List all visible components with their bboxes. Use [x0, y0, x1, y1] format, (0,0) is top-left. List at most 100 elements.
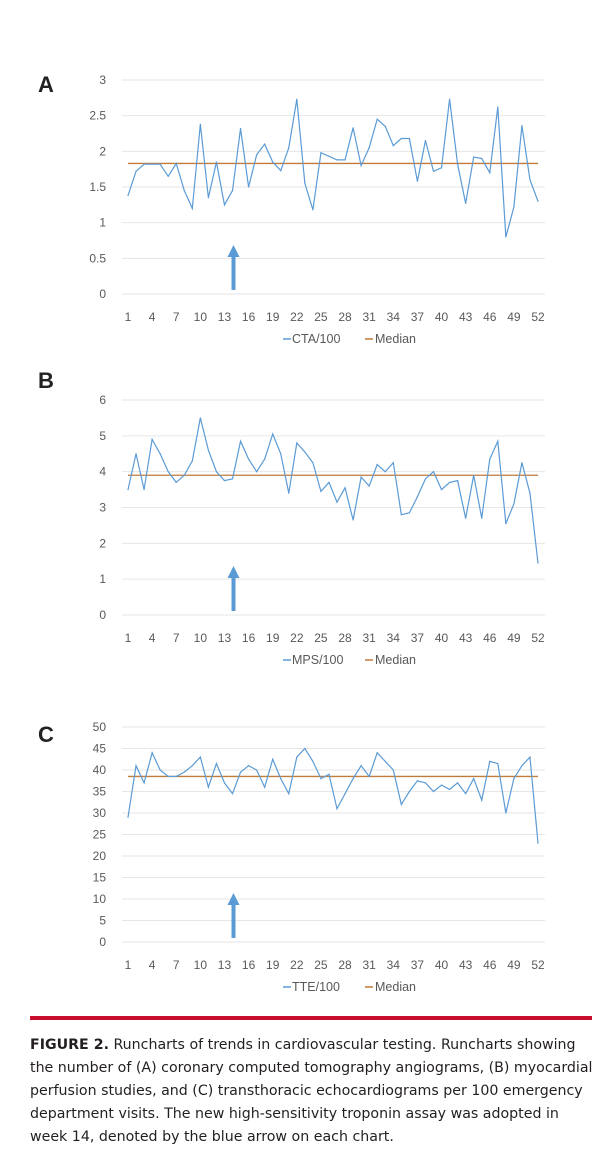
y-tick-label: 40 [93, 763, 107, 777]
caption-text: Runcharts of trends in cardiovascular te… [30, 1037, 593, 1145]
data-point [167, 175, 169, 177]
data-point [312, 209, 314, 211]
data-point [352, 778, 354, 780]
data-point [312, 760, 314, 763]
x-tick-label: 16 [242, 310, 256, 324]
data-point [175, 775, 177, 778]
y-tick-label: 50 [93, 720, 107, 734]
data-point [505, 812, 507, 814]
x-tick-label: 34 [387, 958, 401, 972]
x-tick-label: 43 [459, 631, 473, 645]
data-point [151, 163, 153, 165]
y-tick-label: 0 [99, 287, 106, 301]
data-point [247, 458, 250, 460]
data-point [360, 476, 362, 478]
x-tick-label: 34 [387, 631, 401, 645]
data-point [384, 760, 386, 763]
data-point [239, 440, 242, 442]
y-tick-label: 2.5 [89, 109, 106, 123]
data-point [497, 106, 499, 108]
data-point [159, 769, 161, 771]
y-tick-label: 5 [99, 429, 106, 443]
data-point [352, 127, 354, 129]
x-tick-label: 22 [290, 958, 304, 972]
legend-median-label: Median [375, 332, 416, 346]
x-tick-label: 22 [290, 631, 304, 645]
caption-label: FIGURE 2. [30, 1037, 109, 1053]
series-line [127, 99, 539, 238]
x-tick-label: 1 [125, 631, 132, 645]
data-point [239, 127, 242, 130]
data-point [489, 760, 491, 763]
data-point [416, 780, 419, 782]
data-point [320, 778, 322, 780]
data-point [440, 784, 443, 786]
y-tick-label: 0.5 [89, 251, 106, 265]
data-point [207, 449, 209, 451]
x-tick-label: 4 [149, 958, 156, 972]
data-point [392, 462, 394, 464]
data-point [231, 189, 234, 192]
data-point [352, 519, 354, 521]
data-point [151, 438, 153, 441]
x-tick-label: 49 [507, 631, 521, 645]
data-point [159, 453, 161, 455]
data-point [320, 152, 322, 154]
y-tick-label: 35 [93, 785, 107, 799]
data-point [328, 773, 330, 775]
data-point [473, 156, 475, 158]
x-tick-label: 7 [173, 958, 180, 972]
data-point [448, 481, 451, 484]
data-point [465, 202, 467, 205]
x-tick-label: 43 [459, 958, 473, 972]
x-tick-label: 31 [362, 310, 376, 324]
data-point [199, 756, 201, 758]
data-point [497, 762, 499, 765]
figure-caption: FIGURE 2. Runcharts of trends in cardiov… [30, 1034, 595, 1149]
legend-median-label: Median [375, 980, 416, 994]
data-point [529, 492, 531, 494]
data-point [408, 790, 410, 793]
data-point [135, 170, 137, 172]
x-tick-label: 40 [435, 310, 449, 324]
data-point [320, 490, 322, 492]
data-point [288, 492, 290, 494]
x-tick-label: 10 [194, 310, 208, 324]
y-tick-label: 30 [93, 806, 107, 820]
data-point [336, 159, 338, 161]
arrow-shaft [231, 256, 236, 290]
x-tick-label: 28 [338, 310, 352, 324]
data-point [207, 786, 209, 788]
x-tick-label: 4 [149, 310, 156, 324]
data-point [296, 98, 298, 100]
data-point [336, 501, 338, 503]
panel-letter: C [38, 722, 54, 747]
arrow-shaft [231, 577, 236, 611]
data-point [304, 747, 306, 750]
data-point [537, 200, 539, 202]
x-tick-label: 25 [314, 310, 328, 324]
y-tick-label: 25 [93, 828, 107, 842]
data-point [207, 197, 209, 199]
data-point [400, 137, 402, 140]
arrow-shaft [231, 904, 236, 938]
data-point [465, 517, 467, 519]
y-tick-label: 45 [93, 742, 107, 756]
data-point [127, 488, 129, 491]
legend-series-label: CTA/100 [292, 332, 340, 346]
data-point [513, 778, 515, 780]
data-point [231, 793, 234, 795]
data-point [272, 161, 274, 163]
data-point [416, 496, 419, 498]
data-point [432, 471, 435, 473]
x-tick-label: 1 [125, 310, 132, 324]
y-tick-label: 5 [99, 914, 106, 928]
data-point [457, 480, 459, 482]
data-point [127, 816, 129, 818]
data-point [183, 189, 185, 192]
data-point [256, 471, 258, 473]
data-point [223, 782, 226, 784]
data-point [296, 756, 298, 758]
data-point [135, 765, 137, 767]
data-point [521, 462, 523, 464]
